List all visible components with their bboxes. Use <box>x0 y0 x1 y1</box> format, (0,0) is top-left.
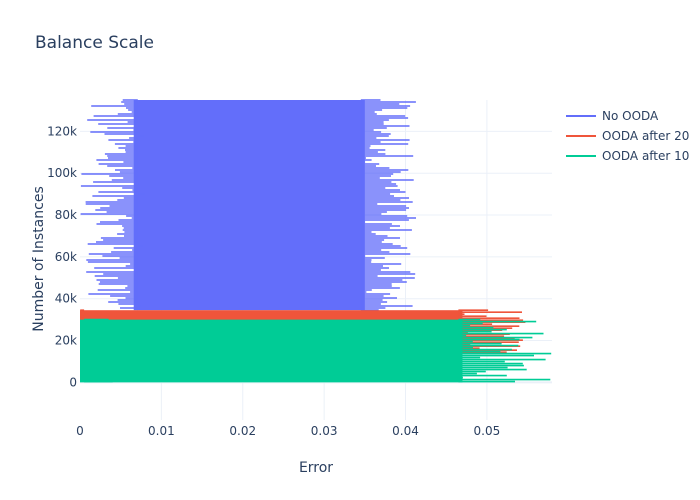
y-tick-label: 80k <box>55 208 77 222</box>
chart-title: Balance Scale <box>35 33 154 53</box>
x-tick-label: 0 <box>76 424 84 438</box>
x-axis: 0 0.01 0.02 0.03 0.04 0.05 <box>76 424 500 438</box>
y-tick-label: 40k <box>55 292 77 306</box>
legend: No OODA OODA after 20 OODA after 10 <box>566 106 689 166</box>
legend-item[interactable]: No OODA <box>566 106 689 126</box>
x-tick-label: 0.02 <box>229 424 256 438</box>
legend-label: OODA after 20 <box>602 129 690 143</box>
y-tick-label: 100k <box>47 166 77 180</box>
y-tick-label: 120k <box>47 124 77 138</box>
y-tick-label: 0 <box>69 375 77 389</box>
x-tick-label: 0.03 <box>311 424 338 438</box>
y-axis-title: Number of Instances <box>31 186 47 331</box>
series-band <box>80 319 463 383</box>
legend-label: No OODA <box>602 109 659 123</box>
y-axis: 0 20k 40k 60k 80k 100k 120k <box>47 124 77 389</box>
x-tick-label: 0.01 <box>148 424 175 438</box>
x-tick-label: 0.04 <box>392 424 419 438</box>
legend-swatch <box>566 115 596 117</box>
legend-item[interactable]: OODA after 20 <box>566 126 689 146</box>
plot-area <box>80 99 552 383</box>
legend-item[interactable]: OODA after 10 <box>566 146 689 166</box>
y-tick-label: 20k <box>55 334 77 348</box>
legend-swatch <box>566 155 596 157</box>
x-axis-title: Error <box>299 460 333 476</box>
legend-label: OODA after 10 <box>602 149 690 163</box>
y-tick-label: 60k <box>55 250 77 264</box>
series-ooda-after-10 <box>80 318 552 383</box>
series-no-ooda <box>80 99 416 311</box>
x-tick-label: 0.05 <box>474 424 501 438</box>
series-line <box>81 318 552 383</box>
legend-swatch <box>566 135 596 137</box>
series-band <box>133 100 365 311</box>
series-line <box>80 99 416 311</box>
